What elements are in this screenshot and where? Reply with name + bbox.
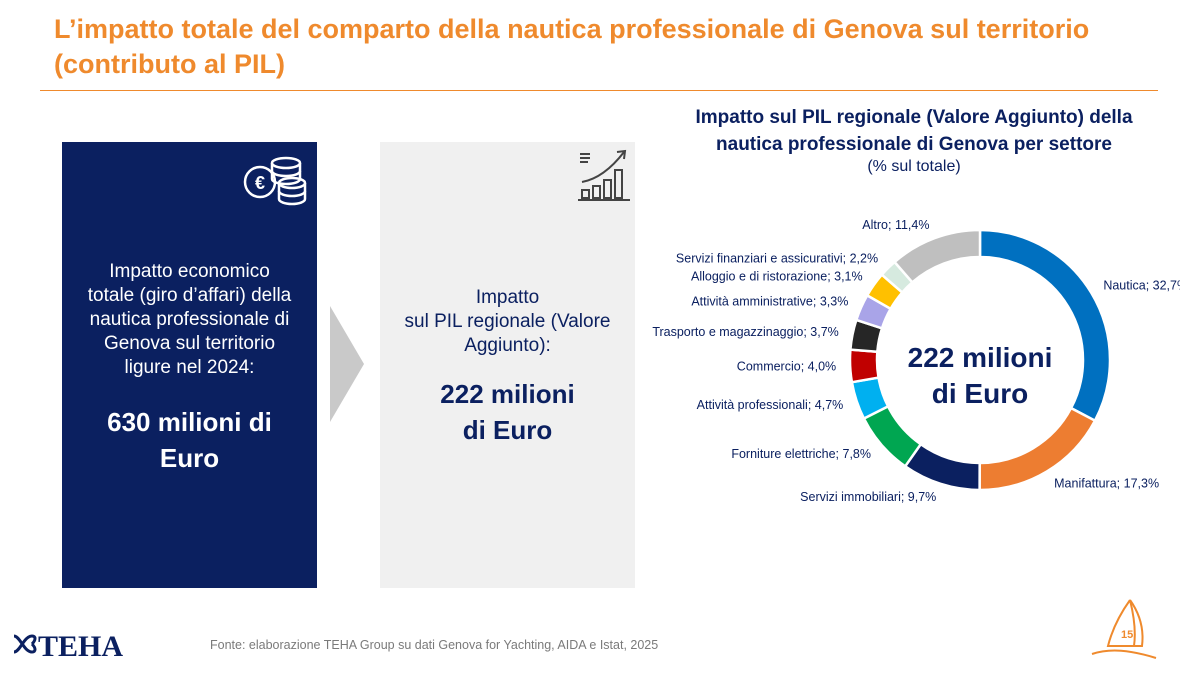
- donut-center-label-line-2: di Euro: [932, 378, 1028, 409]
- page-title: L’impatto totale del comparto della naut…: [54, 12, 1154, 82]
- donut-slice-label: Forniture elettriche; 7,8%: [731, 447, 871, 461]
- gdp-impact-value-line: 222 milioni: [440, 379, 575, 409]
- total-impact-panel: € Impatto economico totale (giro d’affar…: [62, 142, 317, 588]
- donut-slice-label: Attività amministrative; 3,3%: [691, 295, 848, 309]
- donut-slice-label: Alloggio e di ristorazione; 3,1%: [691, 270, 863, 284]
- gdp-impact-value: 222 milioni di Euro: [390, 376, 625, 448]
- page-title-line-2: (contributo al PIL): [54, 49, 285, 79]
- logo-text: TEHA: [38, 630, 123, 663]
- donut-slice: [892, 228, 982, 285]
- total-impact-label-line: totale (giro d’affari) della: [87, 285, 292, 306]
- donut-slice-label: Attività professionali; 4,7%: [697, 398, 844, 412]
- title-divider: [40, 90, 1158, 91]
- chart-title-line: Impatto sul PIL regionale (Valore Aggiun…: [695, 107, 1133, 128]
- growth-chart-icon: [578, 149, 630, 201]
- chart-subtitle: (% sul totale): [867, 158, 961, 175]
- donut-slice: [848, 348, 880, 384]
- donut-slice-label: Altro; 11,4%: [862, 218, 929, 232]
- page-number: 15: [1121, 629, 1134, 641]
- total-impact-value: 630 milioni di Euro: [72, 404, 307, 476]
- total-impact-label-line: Impatto economico: [109, 261, 270, 282]
- donut-slice-label: Servizi finanziari e assicurativi; 2,2%: [676, 251, 878, 265]
- total-impact-value-line: Euro: [159, 443, 220, 473]
- sector-donut-chart: Nautica; 32,7% Manifattura; 17,3% Servizi …: [652, 218, 1180, 504]
- total-impact-label-line: ligure nel 2024:: [124, 357, 255, 378]
- svg-text:€: €: [255, 173, 265, 193]
- source-note: Fonte: elaborazione TEHA Group su dati G…: [210, 638, 659, 652]
- gdp-impact-label-line: Impatto: [475, 287, 540, 308]
- euro-coins-icon: €: [243, 156, 307, 206]
- donut-center-label-line-1: 222 milioni: [908, 342, 1053, 373]
- donut-slice-label: Servizi immobiliari; 9,7%: [800, 490, 936, 504]
- donut-slice-label: Commercio; 4,0%: [737, 360, 836, 374]
- donut-slice-label: Trasporto e magazzinaggio; 3,7%: [652, 325, 838, 339]
- gdp-impact-label: Impatto sul PIL regionale (Valore Aggiun…: [390, 286, 625, 358]
- total-impact-value-line: 630 milioni di: [107, 407, 272, 437]
- gdp-impact-label-line: Aggiunto):: [464, 335, 551, 356]
- gdp-impact-panel: Impatto sul PIL regionale (Valore Aggiun…: [380, 142, 635, 588]
- page-title-line-1: L’impatto totale del comparto della naut…: [54, 14, 1090, 44]
- gdp-impact-value-line: di Euro: [462, 415, 553, 445]
- total-impact-label-line: Genova sul territorio: [103, 333, 276, 354]
- chart-title: Impatto sul PIL regionale (Valore Aggiun…: [660, 104, 1168, 158]
- chart-title-line: nautica professionale di Genova per sett…: [716, 134, 1112, 155]
- gdp-impact-label-line: sul PIL regionale (Valore: [404, 311, 611, 332]
- teha-logo: TEHA: [13, 630, 123, 663]
- sailboat-icon: [1091, 599, 1157, 659]
- donut-slice-label: Nautica; 32,7%: [1103, 279, 1180, 293]
- total-impact-label: Impatto economico totale (giro d’affari)…: [72, 260, 307, 380]
- chevron-right-icon: [330, 306, 364, 422]
- donut-slice-label: Manifattura; 17,3%: [1054, 476, 1159, 490]
- total-impact-label-line: nautica professionale di: [89, 309, 290, 330]
